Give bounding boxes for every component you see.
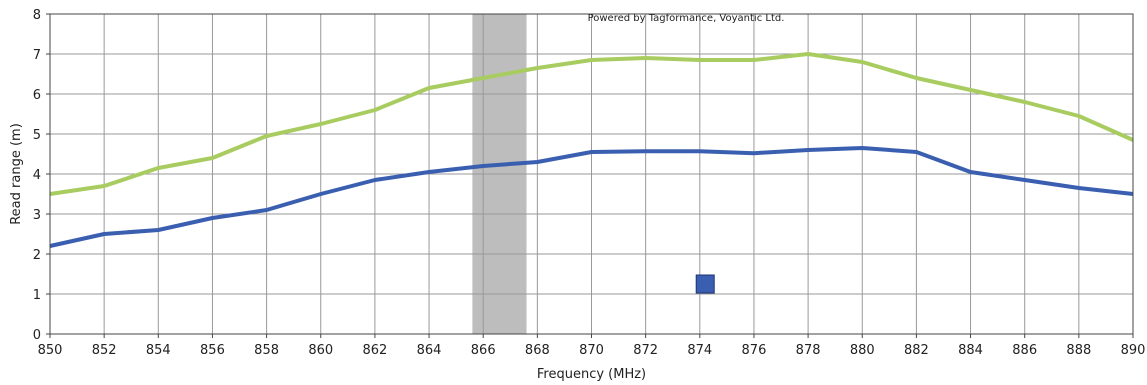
x-axis-title: Frequency (MHz) [537, 367, 646, 382]
x-tick-label: 852 [92, 343, 117, 358]
y-tick-label: 2 [33, 248, 41, 263]
y-tick-label: 3 [33, 208, 41, 223]
y-tick-label: 6 [33, 88, 41, 103]
x-tick-label: 850 [38, 343, 63, 358]
x-tick-label: 886 [1012, 343, 1037, 358]
y-tick-label: 8 [33, 8, 41, 23]
y-tick-label: 5 [33, 128, 41, 143]
x-tick-label: 882 [904, 343, 929, 358]
x-tick-label: 876 [742, 343, 767, 358]
x-tick-label: 868 [525, 343, 550, 358]
credit-text: Powered by Tagformance, Voyantic Ltd. [588, 13, 785, 24]
x-tick-label: 862 [362, 343, 387, 358]
x-tick-label: 854 [146, 343, 171, 358]
x-tick-label: 860 [308, 343, 333, 358]
x-tick-label: 870 [579, 343, 604, 358]
x-tick-label: 872 [633, 343, 658, 358]
y-tick-label: 1 [33, 288, 41, 303]
x-tick-label: 866 [471, 343, 496, 358]
x-tick-label: 880 [850, 343, 875, 358]
marker-square [695, 274, 715, 294]
series-line-2 [49, 146, 1134, 248]
y-tick-label: 7 [33, 48, 41, 63]
x-tick-label: 890 [1121, 343, 1146, 358]
series-line-1 [49, 52, 1134, 196]
x-tick-label: 884 [958, 343, 983, 358]
x-tick-label: 888 [1066, 343, 1091, 358]
x-tick-label: 858 [254, 343, 279, 358]
x-tick-label: 856 [200, 343, 225, 358]
x-tick-label: 864 [417, 343, 442, 358]
x-tick-label: 874 [687, 343, 712, 358]
x-tick-label: 878 [796, 343, 821, 358]
y-tick-label: 0 [33, 328, 41, 343]
y-tick-label: 4 [33, 168, 41, 183]
y-axis-title: Read range (m) [9, 123, 24, 225]
